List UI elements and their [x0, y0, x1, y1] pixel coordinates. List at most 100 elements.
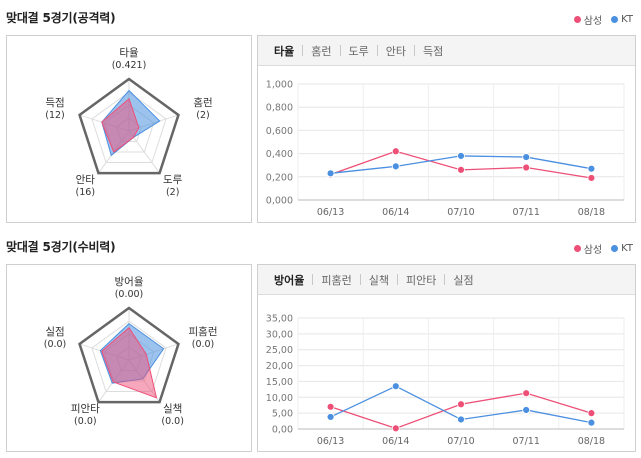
- x-tick-label: 06/14: [382, 207, 409, 218]
- tab-separator: [397, 274, 398, 285]
- kt-legend-label: KT: [621, 14, 633, 25]
- radar-frame: [78, 306, 180, 404]
- tab-hr-allowed[interactable]: 피홈런: [321, 273, 352, 287]
- radar-axis-value: (0.0): [161, 416, 184, 427]
- samsung-legend-label: 삼성: [583, 16, 603, 27]
- y-tick-label: 0,200: [266, 172, 293, 183]
- x-tick-label: 08/18: [578, 436, 605, 447]
- x-tick-label: 06/13: [317, 436, 344, 447]
- radar-panel: 타율 (0.421) 홈런 (2) 도루 (2) 안타 (16) 득점 (12): [6, 35, 252, 223]
- tab-batting-avg[interactable]: 타율: [274, 44, 295, 58]
- radar-axis-label: 방어율: [115, 276, 144, 288]
- radar-axis-value: (0.00): [115, 289, 144, 300]
- radar-axis-label: 타율: [119, 47, 139, 59]
- radar-chart: 타율(0.421)홈런(2)도루(2)안타(16)득점(12): [45, 47, 212, 198]
- line-panel: 타율 홈런 도루 안타 득점 1,000 0,800 0,600 0,400 0,200…: [257, 35, 636, 223]
- radar-grid-ring: [91, 91, 167, 164]
- legend: 삼성 KT: [565, 12, 633, 27]
- radar-axis-value: (0.0): [74, 416, 97, 427]
- tab-era[interactable]: 방어율: [274, 273, 305, 287]
- stat-tabs: 타율 홈런 도루 안타 득점: [258, 36, 635, 66]
- tab-separator: [414, 45, 415, 56]
- line-panel: 방어율 피홈런 실책 피안타 실점 35,00 30,00 25,00 20,00 15…: [257, 264, 636, 452]
- samsung-data-point: [391, 424, 400, 433]
- offense-section: 맞대결 5경기(공격력) 삼성 KT 타율 (0.421) 홈런 (2) 도루 (2) 안타…: [6, 11, 636, 223]
- radar-axis-label: 홈런: [193, 96, 212, 109]
- tab-home-runs[interactable]: 홈런: [311, 44, 332, 58]
- radar-axis-value: (2): [166, 187, 179, 198]
- y-tick-label: 0,400: [266, 149, 293, 160]
- kt-data-point: [522, 406, 531, 414]
- kt-data-point: [391, 382, 400, 391]
- y-tick-label: 15,00: [266, 377, 293, 388]
- kt-legend-label: KT: [621, 243, 633, 254]
- tab-errors[interactable]: 실책: [368, 273, 389, 287]
- y-tick-label: 35,00: [266, 314, 293, 325]
- x-tick-label: 08/18: [578, 207, 605, 218]
- radar-axis-label: 실점: [45, 326, 64, 338]
- x-tick-label: 06/13: [317, 207, 344, 218]
- samsung-data-point: [522, 389, 531, 398]
- y-tick-label: 30,00: [266, 329, 293, 340]
- radar-axis-value: (0.0): [192, 339, 215, 350]
- radar-axis-label: 피홈런: [189, 325, 218, 338]
- radar-axis-label: 안타: [76, 174, 96, 186]
- x-tick-label: 07/11: [513, 207, 540, 218]
- samsung-data-point: [326, 402, 335, 411]
- kt-data-point: [587, 164, 596, 173]
- samsung-legend-dot: [573, 245, 581, 252]
- y-tick-label: 20,00: [266, 361, 293, 372]
- kt-data-point: [326, 413, 335, 421]
- radar-panel: 방어율 (0.00) 피홈런 (0.0) 실책 (0.0) 피안타 (0.0) 실점 (0.0): [6, 264, 252, 452]
- tab-separator: [312, 274, 314, 285]
- tab-separator: [339, 45, 341, 56]
- y-tick-label: 0,00: [272, 425, 293, 436]
- y-tick-label: 0,000: [266, 196, 293, 207]
- samsung-data-point: [587, 409, 596, 418]
- samsung-data-point: [391, 147, 400, 156]
- radar-chart: 방어율(0.00)피홈런(0.0)실책(0.0)피안타(0.0)실점(0.0): [44, 276, 218, 427]
- y-tick-label: 0,600: [266, 126, 293, 137]
- radar-grid-ring: [91, 320, 167, 393]
- samsung-data-point: [587, 174, 596, 182]
- y-tick-label: 25,00: [266, 345, 293, 356]
- tab-hits[interactable]: 안타: [385, 44, 406, 58]
- kt-data-point: [391, 162, 400, 171]
- kt-legend-dot: [611, 245, 619, 252]
- samsung-data-point: [457, 165, 465, 174]
- tab-runs-allowed[interactable]: 실점: [453, 273, 474, 287]
- radar-frame: [78, 77, 180, 175]
- kt-legend-dot: [611, 16, 619, 23]
- radar-samsung-area: [101, 327, 158, 399]
- y-tick-label: 0,800: [266, 103, 293, 114]
- legend: 삼성 KT: [565, 241, 633, 256]
- tab-separator: [444, 274, 446, 285]
- section-title: 맞대결 5경기(수비력): [6, 240, 116, 254]
- radar-axis-label: 득점: [45, 97, 64, 109]
- samsung-data-point: [522, 163, 531, 172]
- radar-axis-label: 피안타: [71, 403, 100, 415]
- radar-axis-value: (0.421): [112, 60, 147, 71]
- x-tick-label: 07/11: [513, 436, 540, 447]
- radar-axis-value: (2): [196, 110, 209, 121]
- radar-axis-value: (16): [76, 187, 96, 198]
- section-title: 맞대결 5경기(공격력): [6, 11, 116, 25]
- line-chart: 1,000 0,800 0,600 0,400 0,200 0,000 06/13 06/14…: [266, 80, 625, 218]
- tab-separator: [302, 45, 304, 56]
- tab-runs[interactable]: 득점: [423, 44, 444, 58]
- defense-section: 맞대결 5경기(수비력) 삼성 KT 방어율 (0.00) 피홈런 (0.0) 실책 (0…: [0, 229, 641, 458]
- y-tick-label: 10,00: [266, 393, 293, 404]
- radar-spoke: [128, 130, 160, 174]
- radar-samsung-area: [101, 97, 140, 153]
- kt-data-point: [457, 415, 465, 424]
- radar-axis-label: 실책: [163, 403, 182, 415]
- stat-tabs: 방어율 피홈런 실책 피안타 실점: [258, 265, 635, 295]
- tab-separator: [359, 274, 361, 285]
- samsung-data-point: [457, 400, 465, 409]
- tab-stolen-bases[interactable]: 도루: [348, 44, 369, 58]
- tab-hits-allowed[interactable]: 피안타: [406, 273, 437, 287]
- kt-data-point: [326, 169, 335, 178]
- line-chart: 35,00 30,00 25,00 20,00 15,00 10,00 5,00 0,00 06…: [266, 314, 625, 447]
- radar-axis-value: (0.0): [44, 339, 67, 350]
- x-tick-label: 07/10: [447, 436, 474, 447]
